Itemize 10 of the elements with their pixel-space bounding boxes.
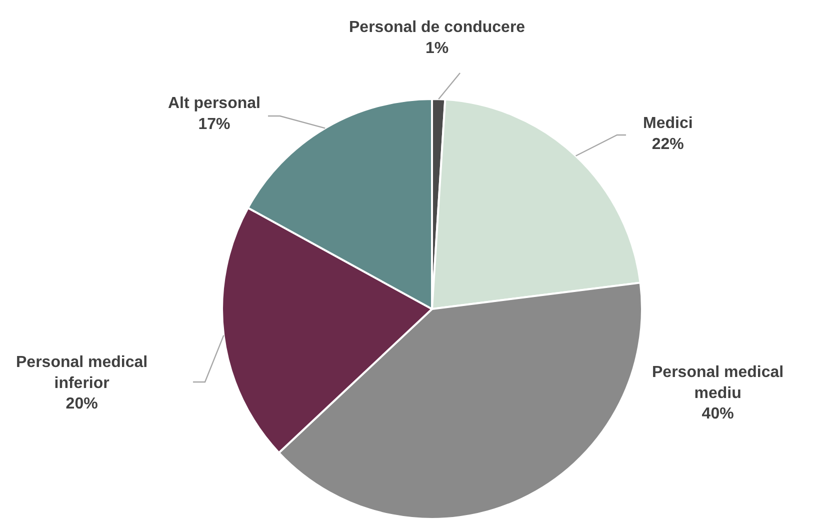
slice-label: Personal medical mediu [652, 364, 784, 402]
data-label: 22% [652, 136, 684, 153]
data-label: 1% [425, 40, 449, 57]
slice-label: Personal de conducere [349, 19, 526, 36]
data-label: 40% [702, 406, 734, 423]
slice-label: Alt personal [168, 95, 260, 112]
slice-label: Medici [643, 115, 693, 132]
data-label: 17% [198, 116, 230, 133]
slice-label: Personal medical inferior [16, 354, 148, 392]
data-label: 20% [66, 396, 98, 413]
